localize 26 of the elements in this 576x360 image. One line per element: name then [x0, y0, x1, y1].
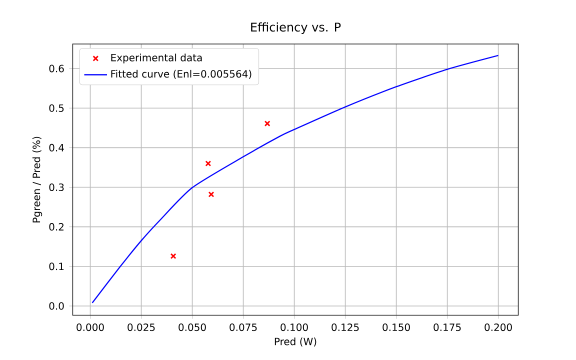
y-tick-label: 0.4 [49, 144, 64, 152]
x-tick-label: 0.125 [332, 323, 359, 332]
x-tick-label: 0.175 [434, 323, 461, 332]
y-tick-label: 0.6 [49, 64, 64, 72]
x-axis-title: Pred (W) [274, 338, 316, 346]
y-tick-label: 0.1 [49, 262, 64, 270]
x-tick-label: 0.050 [178, 323, 206, 332]
point [208, 191, 214, 198]
point [170, 253, 176, 260]
chart-title: Efficiency vs. P [251, 22, 341, 34]
y-tick-label: 0.5 [49, 104, 64, 112]
y-tick-label: 0.0 [49, 302, 64, 310]
x-tick-label: 0.000 [76, 323, 104, 332]
x-tick-label: 0.025 [128, 323, 155, 332]
legend-label: Fitted curve (Enl=0.005564) [111, 70, 252, 79]
x-tick-label: 0.100 [280, 323, 308, 332]
legend-label: Experimental data [111, 54, 202, 64]
point [205, 160, 212, 167]
y-tick-label: 0.3 [49, 183, 64, 192]
x-tick-label: 0.075 [230, 323, 257, 332]
line-series [92, 54, 499, 304]
x-tick-label: 0.150 [382, 323, 410, 332]
x-tick-label: 0.200 [484, 323, 512, 332]
point [264, 120, 270, 127]
y-tick-label: 0.2 [49, 223, 64, 231]
y-axis-title: Pgreen / Pred (%) [32, 136, 42, 222]
